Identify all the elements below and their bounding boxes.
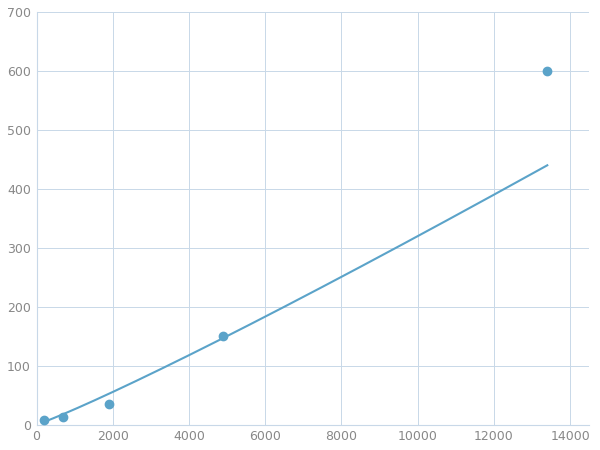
Point: [104, 400, 114, 407]
Point: [40, 417, 49, 424]
Point: [218, 333, 228, 340]
Point: [542, 68, 552, 75]
Point: [58, 414, 68, 421]
